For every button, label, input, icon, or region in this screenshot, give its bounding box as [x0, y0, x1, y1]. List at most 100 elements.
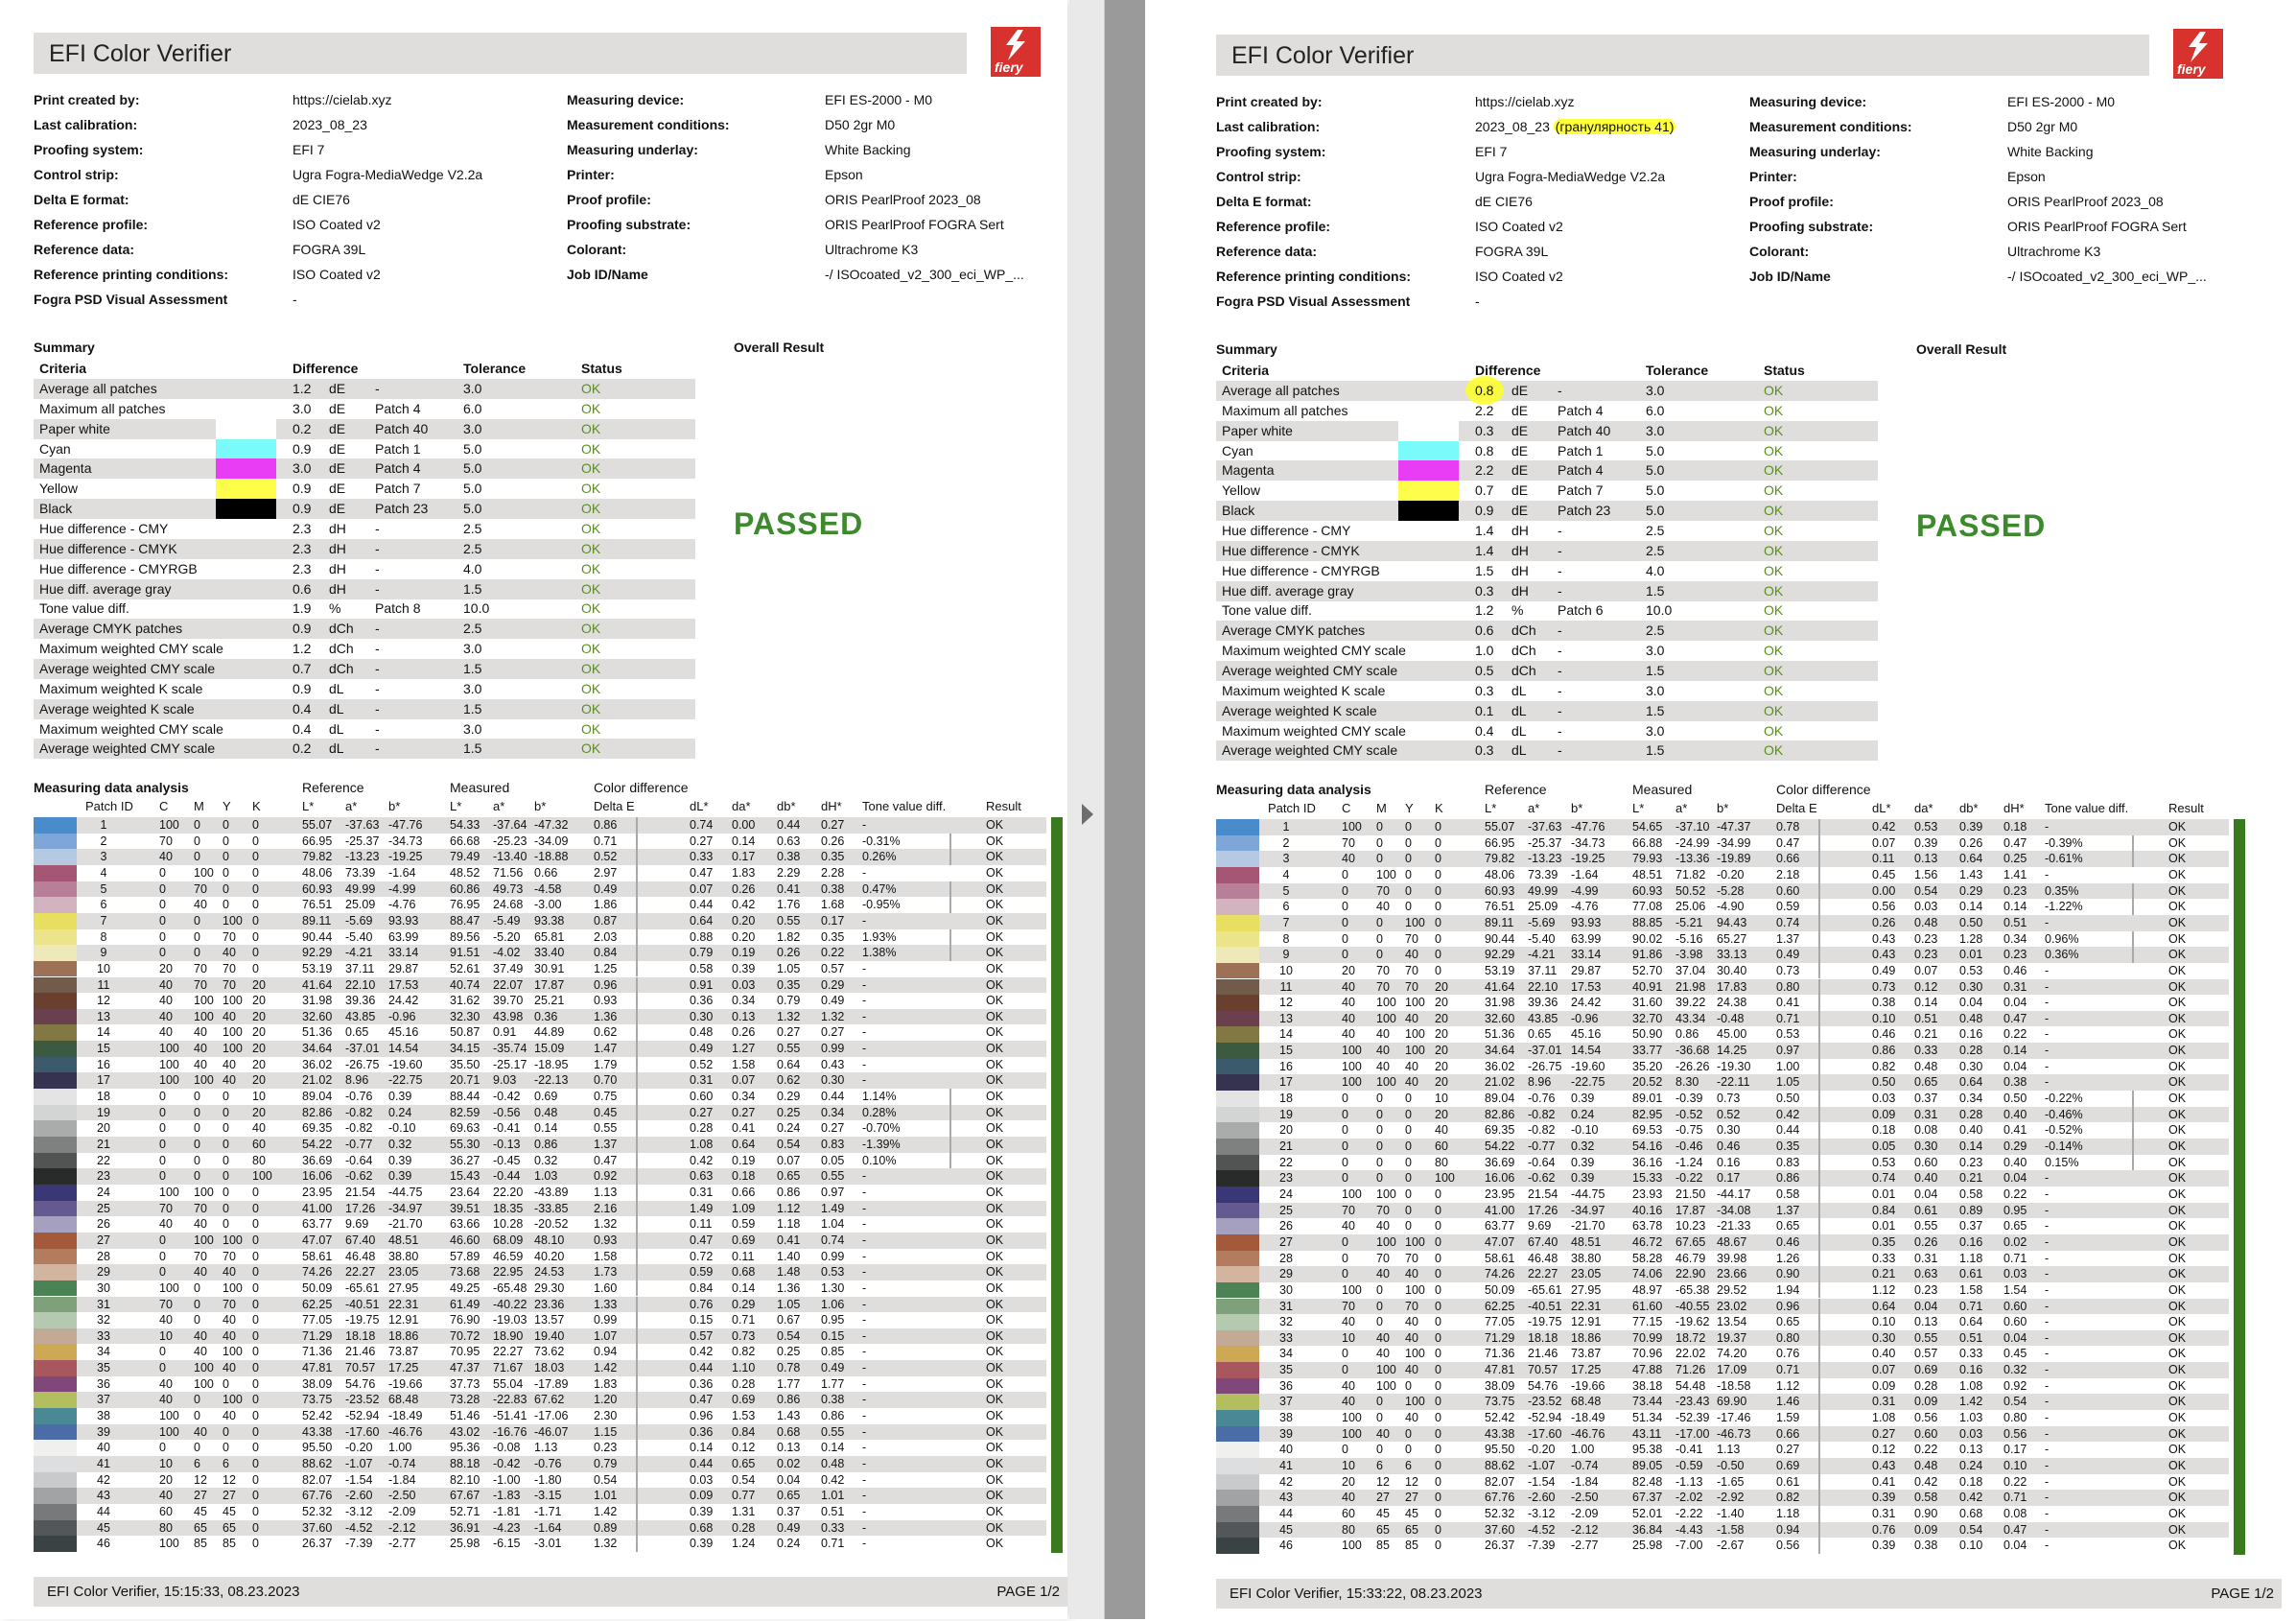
cell: 0.22	[821, 946, 845, 960]
patch-id: 20	[1279, 1123, 1293, 1138]
cell: 70	[1376, 979, 1390, 994]
cell: 1.76	[777, 898, 801, 912]
patch-swatch	[34, 1536, 77, 1552]
cell: 67.37	[1632, 1491, 1663, 1505]
cell: 10	[1342, 1459, 1355, 1472]
cell: 1.10	[732, 1361, 756, 1375]
summary-tolerance: 3.0	[463, 420, 482, 436]
cell: 1.14%	[862, 1090, 897, 1104]
cell: 0	[1342, 1251, 1348, 1265]
cell: -46.76	[1571, 1426, 1605, 1441]
cell: 70	[1342, 835, 1355, 850]
cell: 0	[252, 865, 259, 880]
viewer-divider-handle[interactable]	[1104, 0, 1145, 1619]
cell: 74.20	[1717, 1347, 1747, 1361]
cell: 20	[252, 977, 266, 992]
result-cell: OK	[2168, 1411, 2187, 1425]
cell: 29.87	[388, 961, 419, 975]
cell: 0	[1376, 1171, 1383, 1186]
cell: 0	[1435, 1506, 1441, 1520]
table-row: 46 100 85 85 0 26.37 -7.39 -2.77 25.98 -7.00 -2.67…	[1216, 1538, 2229, 1554]
cell: 0.14	[1914, 996, 1938, 1010]
delta-e-divider	[636, 1296, 638, 1313]
cell: 67.40	[1528, 1234, 1558, 1249]
cell: 1.58	[1959, 1282, 1983, 1297]
cell: 0.48	[534, 1105, 558, 1119]
overall-result-status: PASSED	[734, 506, 864, 541]
table-row: 33 10 40 40 0 71.29 18.18 18.86 70.72 18.90 19.40 1…	[34, 1327, 1046, 1345]
cell: 0	[159, 1345, 166, 1359]
cell: 0.45	[2003, 1347, 2027, 1361]
cell: -37.63	[1528, 820, 1562, 834]
next-page-arrow-icon[interactable]	[1082, 804, 1093, 825]
cell: -2.50	[388, 1489, 416, 1503]
color-swatch	[1398, 501, 1459, 522]
cell: 1.00	[1776, 1059, 1800, 1073]
patch-swatch	[1216, 1346, 1259, 1363]
cell: 0.68	[732, 1265, 756, 1280]
cell: 0.22	[1914, 1443, 1938, 1457]
cell: 66.68	[450, 834, 480, 848]
cell: 48.51	[1632, 867, 1663, 881]
info-label: Last calibration:	[1216, 119, 1321, 134]
cell: -5.21	[1675, 915, 1703, 929]
patch-swatch	[1216, 1281, 1259, 1299]
cell: 40	[1376, 1044, 1390, 1058]
cell: 0	[223, 1217, 229, 1232]
summary-difference: 0.9	[1475, 503, 1494, 519]
delta-e-divider	[1818, 1410, 1820, 1426]
cell: 0.35	[1776, 1139, 1800, 1153]
patch-id: 24	[97, 1185, 110, 1199]
patch-swatch	[34, 1072, 77, 1090]
cell: 40	[1376, 1426, 1390, 1441]
patch-id: 7	[100, 913, 107, 928]
cell: 0.68	[777, 1424, 801, 1439]
result-cell: OK	[2168, 835, 2187, 850]
summary-tolerance: 5.0	[1646, 442, 1665, 458]
summary-difference: 0.3	[1475, 582, 1494, 599]
cell: 41.00	[1485, 1203, 1515, 1217]
info-value-text: FOGRA 39L	[293, 242, 366, 257]
cell: 1.07	[594, 1328, 618, 1343]
report-footer: EFI Color Verifier, 15:15:33, 08.23.2023…	[34, 1577, 1067, 1607]
cell: 55.30	[450, 1138, 480, 1151]
cell: 100	[1405, 1027, 1425, 1042]
cell: 0.79	[690, 946, 714, 960]
cell: 0.41	[1872, 1474, 1896, 1489]
patch-id: 35	[1279, 1363, 1293, 1377]
cell: 45	[1405, 1506, 1418, 1520]
summary-difference: 0.1	[1475, 702, 1494, 718]
cell: 0.64	[1959, 852, 1983, 866]
cell: 82.95	[1632, 1107, 1663, 1121]
cell: 0.49	[1776, 948, 1800, 962]
cell: -1.64	[388, 865, 416, 880]
cell: 0.61	[1959, 1267, 1983, 1281]
cell: -1.22%	[2045, 900, 2083, 914]
summary-patch: -	[1558, 702, 1562, 718]
delta-e-divider	[636, 976, 638, 994]
cell: 0.08	[2003, 1506, 2027, 1520]
summary-tolerance: 1.5	[1646, 582, 1665, 599]
cell: 0.83	[821, 1138, 845, 1151]
cell: -0.45	[493, 1153, 521, 1167]
cell: 70	[1376, 1203, 1390, 1217]
cell: -22.75	[1571, 1075, 1605, 1090]
cell: 0.02	[777, 1457, 801, 1470]
summary-status: OK	[1764, 542, 1784, 558]
cell: 0	[1405, 1155, 1412, 1169]
cell: -	[2045, 979, 2050, 994]
patch-swatch	[34, 1392, 77, 1409]
cell: 77.15	[1632, 1315, 1663, 1329]
cell: 0.47	[2003, 835, 2027, 850]
cell: 1.36	[594, 1009, 618, 1023]
patch-id: 42	[97, 1472, 110, 1487]
cell: 36.27	[450, 1153, 480, 1167]
cell: 0.26	[1872, 915, 1896, 929]
cell: 0.95	[821, 1313, 845, 1327]
cell: 20	[159, 1472, 173, 1487]
cell: 60	[1435, 1139, 1448, 1153]
cell: -1.80	[534, 1472, 562, 1487]
cell: 0.14	[1959, 1139, 1983, 1153]
table-row: 34 0 40 100 0 71.36 21.46 73.87 70.96 22.02 74.20 0…	[1216, 1346, 2229, 1363]
table-row: 38 100 0 40 0 52.42 -52.94 -18.49 51.34 -52.39 -17…	[1216, 1410, 2229, 1426]
